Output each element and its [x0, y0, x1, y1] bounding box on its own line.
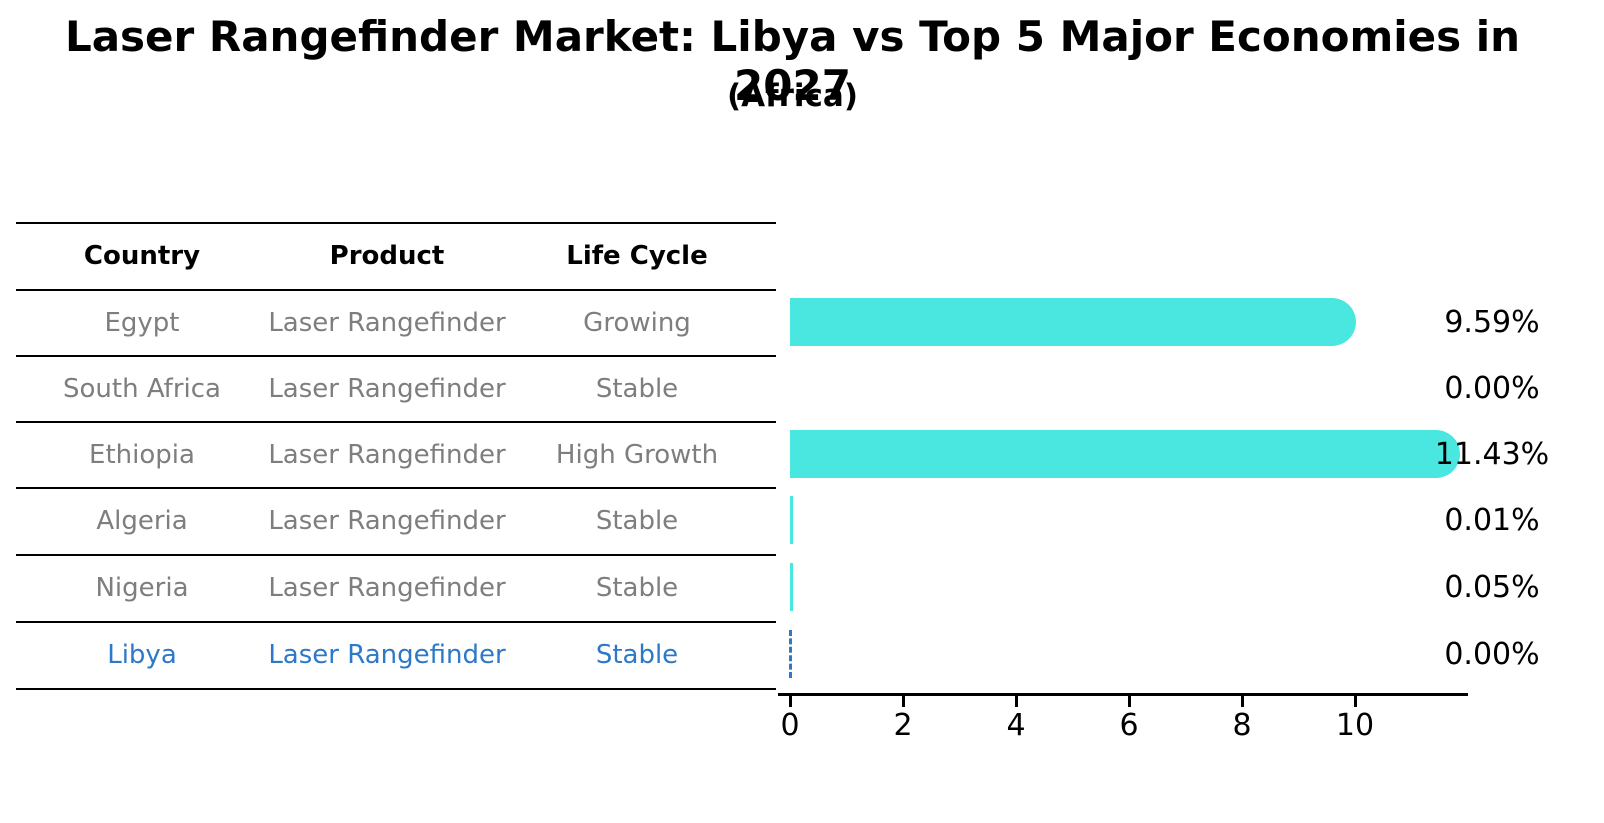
cell-product: Laser Rangefinder	[268, 506, 506, 536]
cell-life-cycle: Stable	[595, 506, 679, 536]
cell-country: South Africa	[63, 374, 221, 404]
value-label: 0.05%	[1444, 569, 1540, 605]
bar-nigeria	[790, 563, 793, 611]
x-axis-line	[778, 693, 1468, 696]
table-bottom-line	[16, 688, 776, 690]
cell-country: Algeria	[96, 506, 188, 536]
x-tick	[1015, 696, 1018, 707]
value-label: 0.01%	[1444, 502, 1540, 538]
value-label: 0.00%	[1444, 636, 1540, 672]
x-tick-label: 10	[1335, 708, 1375, 743]
table-top-line	[16, 222, 776, 224]
x-tick-label: 8	[1232, 708, 1252, 743]
x-tick	[1354, 696, 1357, 707]
chart-subtitle: (Africa)	[726, 78, 859, 114]
table-row-line	[16, 421, 776, 423]
cell-product: Laser Rangefinder	[268, 308, 506, 338]
bar-ethiopia	[790, 430, 1460, 478]
cell-life-cycle: Stable	[595, 374, 679, 404]
cell-life-cycle: High Growth	[555, 440, 719, 470]
cell-product: Laser Rangefinder	[268, 374, 506, 404]
column-header-product: Product	[329, 241, 445, 271]
table-row-line	[16, 487, 776, 489]
bar-algeria	[790, 496, 793, 544]
cell-product: Laser Rangefinder	[268, 640, 506, 670]
x-tick-label: 2	[893, 708, 913, 743]
bar-egypt	[790, 298, 1356, 346]
x-tick	[1241, 696, 1244, 707]
cell-life-cycle: Stable	[595, 640, 679, 670]
x-tick-label: 4	[1006, 708, 1026, 743]
table-row-line	[16, 355, 776, 357]
x-tick-label: 6	[1119, 708, 1139, 743]
cell-country: Ethiopia	[89, 440, 195, 470]
x-tick-label: 0	[780, 708, 800, 743]
table-header-line	[16, 289, 776, 291]
value-label: 9.59%	[1444, 304, 1540, 340]
x-tick	[902, 696, 905, 707]
value-label: 0.00%	[1444, 370, 1540, 406]
cell-country: Libya	[107, 640, 177, 670]
cell-product: Laser Rangefinder	[268, 440, 506, 470]
chart-title: Laser Rangefinder Market: Libya vs Top 5…	[64, 12, 1521, 110]
cell-country: Egypt	[104, 308, 180, 338]
column-header-country: Country	[83, 241, 201, 271]
table-row-line	[16, 554, 776, 556]
bar-libya-zero-dashed	[789, 630, 792, 678]
cell-country: Nigeria	[95, 573, 189, 603]
value-label: 11.43%	[1434, 436, 1550, 472]
table-row-line	[16, 621, 776, 623]
x-tick	[789, 696, 792, 707]
column-header-life-cycle: Life Cycle	[566, 241, 708, 271]
x-tick	[1128, 696, 1131, 707]
cell-product: Laser Rangefinder	[268, 573, 506, 603]
cell-life-cycle: Growing	[583, 308, 691, 338]
cell-life-cycle: Stable	[595, 573, 679, 603]
